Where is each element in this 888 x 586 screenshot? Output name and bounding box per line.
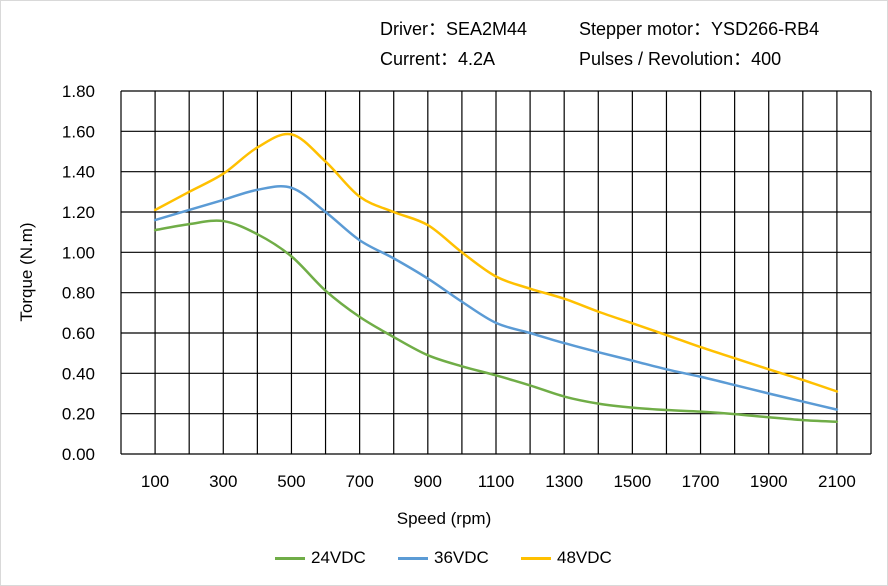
- legend-swatch: [398, 556, 428, 560]
- pulses-label: Pulses / Revolution：400: [579, 49, 782, 69]
- x-tick-label: 1100: [478, 472, 515, 491]
- legend-label: 36VDC: [434, 548, 489, 567]
- x-tick-label: 2100: [818, 472, 856, 491]
- x-tick-label: 700: [345, 472, 373, 491]
- y-tick-label: 1.60: [62, 122, 95, 141]
- y-tick-label: 0.00: [62, 445, 95, 464]
- legend-label: 48VDC: [557, 548, 612, 567]
- legend-swatch: [521, 556, 551, 560]
- series-line-24vdc: [153, 219, 839, 423]
- y-tick-label: 1.40: [62, 163, 95, 182]
- y-tick-label: 0.80: [62, 284, 95, 303]
- x-tick-label: 1500: [613, 472, 651, 491]
- y-tick-label: 1.80: [62, 82, 95, 101]
- legend-swatch: [275, 556, 305, 560]
- series-line-48vdc: [153, 132, 839, 393]
- x-tick-label: 500: [277, 472, 305, 491]
- motor-label: Stepper motor：YSD266-RB4: [579, 19, 820, 39]
- y-tick-label: 1.00: [62, 243, 95, 262]
- legend-item-36vdc: 36VDC: [398, 548, 489, 568]
- y-tick-label: 0.20: [62, 405, 95, 424]
- y-tick-label: 1.20: [62, 203, 95, 222]
- legend-item-24vdc: 24VDC: [275, 548, 366, 568]
- current-label: Current：4.2A: [380, 49, 496, 69]
- driver-label: Driver：SEA2M44: [380, 19, 528, 39]
- x-tick-label: 300: [209, 472, 237, 491]
- y-axis-title: Torque (N.m): [17, 222, 36, 321]
- series-line-36vdc: [153, 185, 839, 411]
- x-tick-label: 900: [414, 472, 442, 491]
- x-axis-title: Speed (rpm): [397, 509, 491, 528]
- x-tick-label: 1700: [682, 472, 720, 491]
- legend-item-48vdc: 48VDC: [521, 548, 612, 568]
- y-tick-label: 0.40: [62, 364, 95, 383]
- x-tick-label: 100: [141, 472, 169, 491]
- x-tick-label: 1300: [545, 472, 583, 491]
- y-tick-label: 0.60: [62, 324, 95, 343]
- x-tick-label: 1900: [750, 472, 788, 491]
- legend-label: 24VDC: [311, 548, 366, 567]
